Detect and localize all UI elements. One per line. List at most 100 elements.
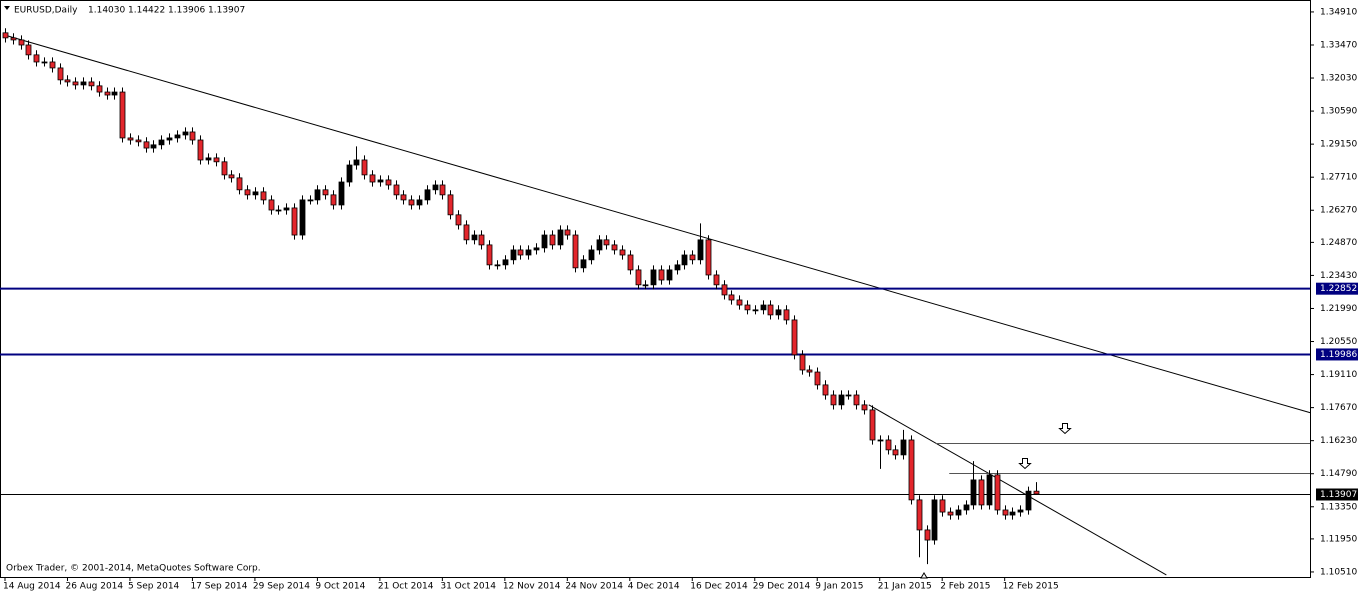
- candle-body: [471, 234, 478, 241]
- candle-body: [41, 61, 48, 64]
- x-tick-label: 29 Dec 2014: [753, 582, 811, 592]
- candle-body: [369, 174, 376, 183]
- candle-body: [689, 254, 696, 261]
- y-tick-label: 1.33470: [1320, 40, 1357, 50]
- candle-body: [580, 259, 587, 269]
- candle-body: [260, 191, 267, 201]
- candle-body: [1025, 490, 1032, 511]
- candle-body: [213, 157, 220, 163]
- x-tick-label: 9 Oct 2014: [315, 582, 365, 592]
- candle-body: [244, 189, 251, 196]
- candle-body: [525, 249, 532, 256]
- candle-body: [150, 144, 157, 149]
- y-tick-label: 1.34910: [1320, 7, 1357, 17]
- candle-body: [307, 199, 314, 202]
- x-tick-label: 24 Nov 2014: [565, 582, 623, 592]
- candle-body: [135, 139, 142, 143]
- level-price-label: 1.22852: [1320, 284, 1357, 294]
- candle-body: [853, 394, 860, 406]
- candle-body: [713, 274, 720, 286]
- x-tick-label: 5 Sep 2014: [128, 582, 180, 592]
- candle-body: [611, 244, 618, 251]
- candle-body: [924, 529, 931, 541]
- candle-body: [1002, 509, 1009, 516]
- candle-body: [158, 139, 165, 146]
- candle-body: [322, 189, 329, 196]
- y-tick-label: 1.14790: [1320, 469, 1357, 479]
- candle-body: [736, 299, 743, 306]
- candle-body: [64, 79, 71, 83]
- arrow-icon: [1018, 423, 1072, 470]
- candle-body: [728, 294, 735, 301]
- candle-body: [236, 177, 243, 191]
- x-tick-label: 31 Oct 2014: [440, 582, 496, 592]
- candle-body: [111, 91, 118, 96]
- candle-body: [197, 139, 204, 161]
- candle-body: [182, 131, 189, 136]
- candle-body: [377, 179, 384, 183]
- candle-body: [650, 269, 657, 286]
- candle-body: [143, 141, 150, 149]
- candle-body: [478, 234, 485, 246]
- candle-body: [72, 81, 79, 86]
- candle-body: [25, 44, 32, 56]
- x-tick-label: 21 Oct 2014: [378, 582, 434, 592]
- candle-body: [393, 184, 400, 196]
- candle-body: [88, 81, 95, 87]
- candle-body: [346, 164, 353, 183]
- y-tick-label: 1.13350: [1320, 502, 1357, 512]
- header-value: 1.13907: [208, 6, 245, 16]
- candle-body: [299, 199, 306, 236]
- candle-body: [353, 159, 360, 166]
- candle-body: [564, 229, 571, 236]
- candle-body: [96, 85, 103, 93]
- candle-body: [283, 207, 290, 211]
- candle-body: [127, 137, 134, 141]
- candle-body: [361, 159, 368, 176]
- y-tick-label: 1.17670: [1320, 403, 1357, 413]
- x-tick-label: 14 Aug 2014: [3, 582, 61, 592]
- x-tick-label: 21 Jan 2015: [878, 582, 932, 592]
- y-tick-label: 1.24870: [1320, 238, 1357, 248]
- candle-body: [721, 284, 728, 296]
- candle-body: [494, 264, 501, 267]
- candle-body: [385, 179, 392, 186]
- candle-body: [18, 39, 25, 46]
- candle-body: [533, 247, 540, 251]
- candle-body: [439, 184, 446, 196]
- x-tick-label: 26 Aug 2014: [65, 582, 123, 592]
- candle-body: [557, 229, 564, 246]
- candle-body: [275, 209, 282, 212]
- candle-body: [314, 189, 321, 201]
- candle-body: [885, 439, 892, 451]
- header-value: 1.13906: [168, 6, 205, 16]
- candle-body: [619, 249, 626, 256]
- candle-body: [947, 511, 954, 516]
- x-tick-label: 9 Jan 2015: [815, 582, 863, 592]
- candle-body: [752, 309, 759, 312]
- candle-body: [814, 371, 821, 386]
- candle-body: [963, 504, 970, 511]
- candle-body: [681, 254, 688, 266]
- candle-body: [916, 499, 923, 531]
- candle-body: [572, 234, 579, 269]
- header-value: 1.14030: [88, 6, 125, 16]
- y-tick-label: 1.26270: [1320, 206, 1357, 216]
- candle-body: [205, 157, 212, 161]
- candle-body: [783, 309, 790, 321]
- candle-body: [931, 499, 938, 541]
- x-tick-label: 4 Dec 2014: [628, 582, 680, 592]
- candle-body: [775, 309, 782, 316]
- candle-body: [1033, 490, 1040, 495]
- trendline: [868, 404, 1167, 576]
- candle-body: [408, 199, 415, 206]
- candle-body: [596, 239, 603, 251]
- candle-body: [549, 234, 556, 246]
- y-tick-label: 1.16230: [1320, 436, 1357, 446]
- candle-body: [166, 137, 173, 141]
- y-tick-label: 1.29150: [1320, 140, 1357, 150]
- candle-body: [744, 304, 751, 311]
- candle-body: [892, 449, 899, 456]
- candle-body: [432, 184, 439, 191]
